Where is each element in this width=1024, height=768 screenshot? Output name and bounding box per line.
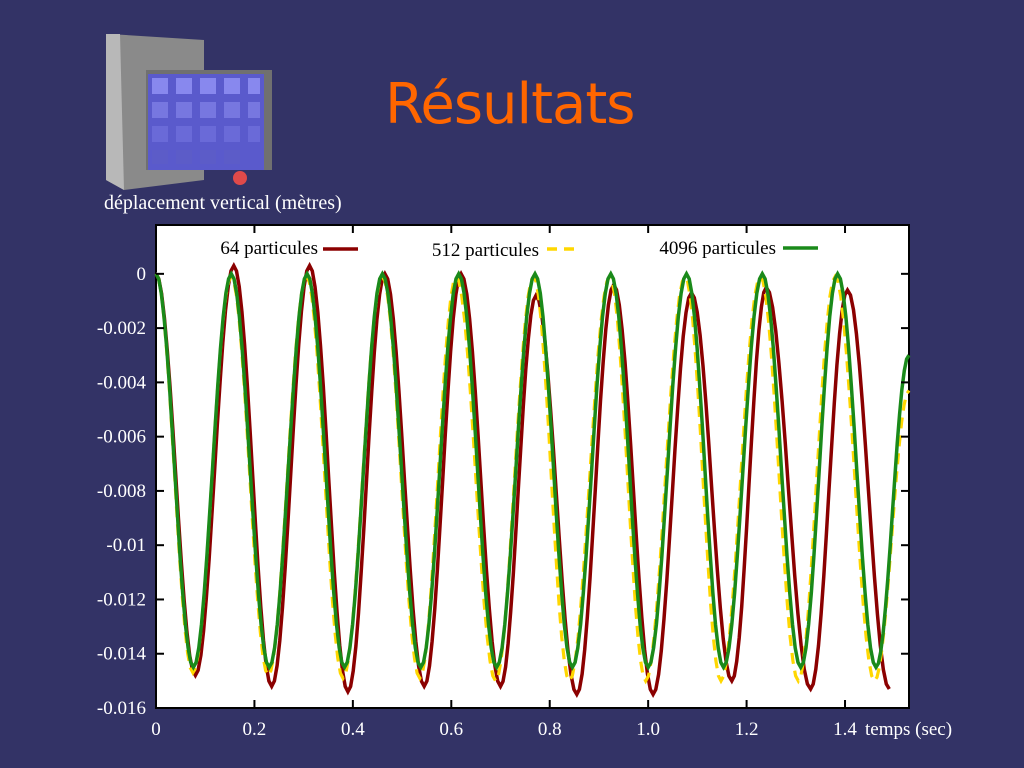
y-tick-label: -0.008 [97, 481, 146, 502]
series-line-64 [154, 261, 891, 699]
slide-title: Résultats [385, 72, 635, 137]
x-axis-label: temps (sec) [865, 719, 952, 740]
x-tick-label: 1.0 [636, 719, 660, 740]
x-tick-label: 1.4 [833, 719, 857, 740]
legend-label: 4096 particules [659, 238, 776, 259]
y-tick-label: -0.014 [97, 644, 147, 665]
plot-area [155, 224, 910, 709]
thumb-particles [148, 74, 264, 170]
legend-label: 512 particules [432, 240, 539, 261]
legend-label: 64 particules [220, 238, 318, 259]
x-tick-label: 0.4 [341, 719, 365, 740]
series-layer [154, 261, 911, 699]
x-tick-label: 0.8 [538, 719, 562, 740]
thumb-marker [233, 171, 247, 185]
tick-layer: 0 0.2 0.4 0.6 0.8 1.0 1.2 1.4 0 -0.002 -0.004 -0.00… [97, 225, 909, 740]
legend-layer: 64 particules 512 particules 4096 particul… [220, 238, 818, 261]
series-line-4096 [154, 270, 911, 671]
x-tick-label: 0.2 [243, 719, 267, 740]
y-tick-label: -0.016 [97, 698, 146, 719]
y-tick-label: -0.004 [97, 372, 147, 393]
y-tick-label: -0.012 [97, 589, 146, 610]
x-tick-label: 1.2 [735, 719, 759, 740]
y-tick-label: -0.006 [97, 427, 146, 448]
y-axis-label: déplacement vertical (mètres) [104, 192, 342, 214]
y-tick-label: -0.002 [97, 318, 146, 339]
x-tick-label: 0 [151, 719, 161, 740]
x-tick-label: 0.6 [439, 719, 463, 740]
particle-cube-render-icon [106, 34, 272, 190]
y-tick-label: -0.01 [106, 535, 146, 556]
y-tick-label: 0 [137, 264, 147, 285]
thumb-wall-shade [106, 34, 124, 190]
